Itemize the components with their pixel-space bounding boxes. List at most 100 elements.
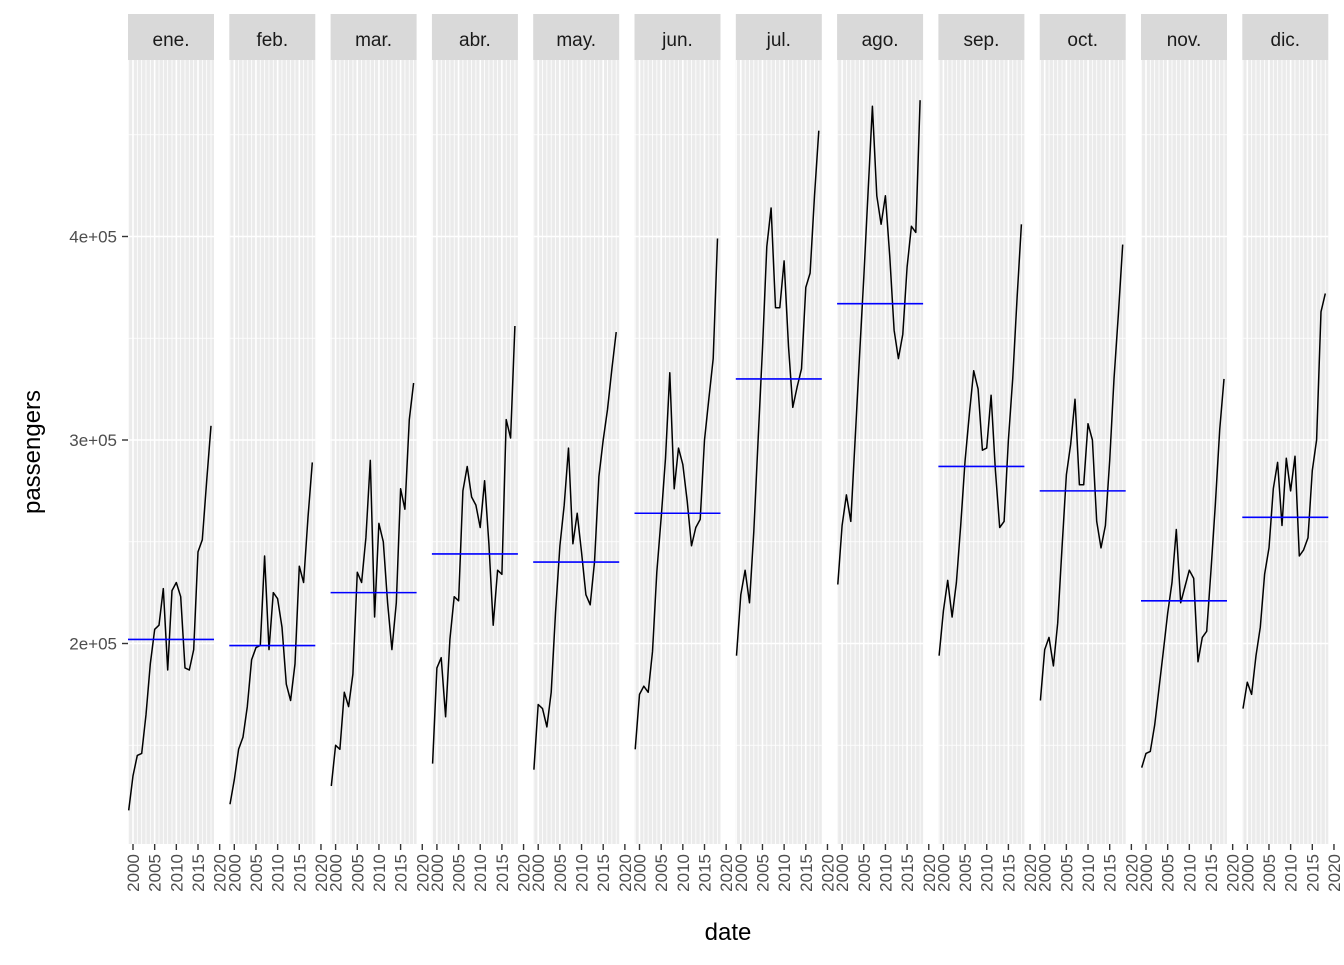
series-line	[837, 100, 921, 585]
facet-panel-7: jul. 2000 2005 2010 2015 2020	[732, 14, 837, 892]
x-tick-label: 2020	[413, 854, 432, 892]
x-tick-label: 2000	[934, 854, 953, 892]
series-line	[229, 462, 314, 805]
x-tick-label: 2000	[124, 854, 143, 892]
x-tick-label: 2020	[920, 854, 939, 892]
x-tick-label: 2010	[978, 854, 997, 892]
facet-strip-label: may.	[556, 30, 596, 51]
facet-strip	[837, 14, 924, 60]
x-tick-label: 2000	[631, 854, 650, 892]
x-tick-label: 2005	[551, 854, 570, 892]
x-tick-label: 2010	[1079, 854, 1098, 892]
x-tick-label: 2015	[999, 854, 1018, 892]
facet-panel-bg	[938, 60, 1025, 844]
x-tick-label: 2015	[898, 854, 917, 892]
facet-panel-bg	[1039, 60, 1126, 844]
facet-panel-bg	[128, 60, 214, 844]
x-tick-label: 2005	[146, 854, 165, 892]
x-tick-label: 2020	[1021, 854, 1040, 892]
x-tick-label: 2015	[290, 854, 309, 892]
facet-strip	[735, 14, 822, 60]
x-tick-label: 2010	[471, 854, 490, 892]
series-line	[634, 238, 719, 750]
x-tick-label: 2020	[312, 854, 331, 892]
facet-strip	[330, 14, 417, 60]
facet-strip-label: jun.	[661, 30, 693, 51]
facet-panel-8: ago. 2000 2005 2010 2015 2020	[833, 14, 939, 892]
series-line	[1140, 378, 1225, 768]
facet-strip	[533, 14, 620, 60]
x-tick-label: 2020	[1122, 854, 1141, 892]
facet-panel-bg	[229, 60, 316, 844]
facet-strip-label: abr.	[459, 30, 491, 51]
facet-panel-12: dic. 2000 2005 2010 2015 2020	[1238, 14, 1344, 892]
x-tick-label: 2010	[167, 854, 186, 892]
x-tick-label: 2020	[1224, 854, 1243, 892]
x-tick-label: 2020	[717, 854, 736, 892]
x-tick-label: 2020	[1325, 854, 1344, 892]
facet-panel-5: may. 2000 2005 2010 2015 2020	[529, 14, 635, 892]
facet-strip	[128, 14, 214, 60]
x-tick-label: 2020	[616, 854, 635, 892]
x-tick-label: 2015	[1202, 854, 1221, 892]
series-line	[533, 332, 617, 770]
facet-strip	[1141, 14, 1227, 60]
facet-strip-label: ene.	[153, 30, 190, 51]
facet-panel-bg	[837, 60, 924, 844]
facet-panel-10: oct. 2000 2005 2010 2015 2020	[1036, 14, 1141, 892]
facet-strip	[634, 14, 721, 60]
x-tick-label: 2005	[1057, 854, 1076, 892]
facet-strip-label: dic.	[1271, 30, 1301, 51]
x-tick-label: 2005	[753, 854, 772, 892]
x-tick-label: 2000	[428, 854, 447, 892]
facet-strip-label: mar.	[355, 30, 392, 51]
x-tick-label: 2020	[515, 854, 534, 892]
x-tick-label: 2015	[1101, 854, 1120, 892]
x-tick-label: 2005	[956, 854, 975, 892]
x-tick-label: 2005	[855, 854, 874, 892]
x-tick-label: 2005	[450, 854, 469, 892]
x-tick-label: 2010	[573, 854, 592, 892]
facet-strip	[431, 14, 518, 60]
x-tick-label: 2000	[327, 854, 346, 892]
x-tick-label: 2005	[1159, 854, 1178, 892]
x-tick-label: 2015	[696, 854, 715, 892]
x-tick-label: 2000	[529, 854, 548, 892]
x-tick-label: 2000	[1137, 854, 1156, 892]
x-tick-label: 2015	[1303, 854, 1322, 892]
facet-panel-11: nov. 2000 2005 2010 2015 2020	[1137, 14, 1243, 892]
x-tick-label: 2000	[1036, 854, 1055, 892]
series-line	[735, 130, 820, 656]
series-line	[938, 224, 1023, 656]
series-line	[127, 425, 212, 811]
x-tick-label: 2015	[594, 854, 613, 892]
x-tick-label: 2010	[1180, 854, 1199, 892]
x-tick-label: 2005	[652, 854, 671, 892]
x-tick-label: 2010	[370, 854, 389, 892]
y-tick-label: 4e+05	[69, 228, 117, 247]
x-axis-title: date	[705, 919, 752, 946]
x-tick-label: 2000	[732, 854, 751, 892]
series-line	[330, 382, 415, 787]
x-tick-label: 2015	[392, 854, 411, 892]
facet-panel-bg	[330, 60, 417, 844]
x-tick-label: 2010	[1282, 854, 1301, 892]
y-tick-label: 3e+05	[69, 431, 117, 450]
facet-strip	[938, 14, 1025, 60]
x-tick-label: 2015	[189, 854, 208, 892]
series-line	[431, 325, 516, 764]
x-tick-label: 2020	[818, 854, 837, 892]
facet-strip-label: sep.	[963, 30, 999, 51]
x-tick-label: 2015	[797, 854, 816, 892]
facet-panel-3: mar. 2000 2005 2010 2015 2020	[327, 14, 432, 892]
series-line	[1039, 244, 1124, 701]
x-tick-label: 2005	[247, 854, 266, 892]
facet-panel-1: ene. 2000 2005 2010 2015 2020	[124, 14, 230, 892]
facet-strip-label: nov.	[1167, 30, 1202, 51]
x-tick-label: 2010	[876, 854, 895, 892]
facet-strip-label: oct.	[1067, 30, 1098, 51]
x-tick-label: 2010	[269, 854, 288, 892]
